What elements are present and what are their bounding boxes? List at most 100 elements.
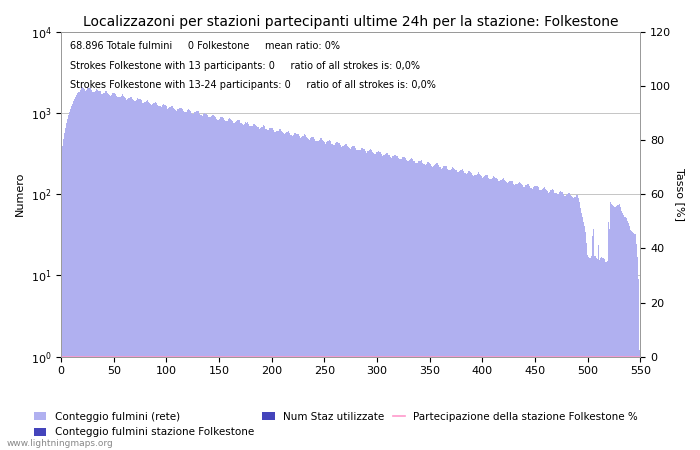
Bar xyxy=(152,104,153,450)
Bar xyxy=(61,357,62,450)
Bar xyxy=(148,102,149,450)
Bar xyxy=(569,193,570,450)
Bar xyxy=(589,258,590,450)
Bar xyxy=(602,258,603,450)
Bar xyxy=(446,166,447,450)
Bar xyxy=(307,138,308,450)
Bar xyxy=(585,232,586,450)
Bar xyxy=(405,158,406,450)
Bar xyxy=(473,176,475,450)
Bar xyxy=(448,170,449,450)
Bar xyxy=(400,159,402,450)
Bar xyxy=(169,108,170,450)
Bar xyxy=(195,112,197,450)
Bar xyxy=(461,170,462,450)
Bar xyxy=(109,95,110,450)
Bar xyxy=(234,123,235,450)
Bar xyxy=(382,156,383,450)
Bar xyxy=(607,261,608,450)
Bar xyxy=(578,198,579,450)
Text: www.lightningmaps.org: www.lightningmaps.org xyxy=(7,439,113,448)
Bar xyxy=(538,190,540,450)
Bar xyxy=(356,150,358,450)
Bar xyxy=(580,208,581,450)
Bar xyxy=(402,157,404,450)
Bar xyxy=(90,88,91,450)
Bar xyxy=(229,118,230,450)
Bar xyxy=(386,153,387,450)
Bar xyxy=(277,131,279,450)
Bar xyxy=(83,88,84,450)
Bar xyxy=(154,103,155,450)
Bar xyxy=(592,236,594,450)
Bar xyxy=(327,141,328,450)
Bar xyxy=(304,135,305,450)
Bar xyxy=(440,167,441,450)
Bar xyxy=(532,189,533,450)
Bar xyxy=(290,135,291,450)
Bar xyxy=(391,158,392,450)
Bar xyxy=(583,222,584,450)
Bar xyxy=(558,194,559,450)
Bar xyxy=(573,198,575,450)
Bar xyxy=(199,115,201,450)
Bar xyxy=(626,218,627,450)
Bar xyxy=(302,136,303,450)
Bar xyxy=(498,181,500,450)
Bar xyxy=(273,130,274,450)
Bar xyxy=(112,94,113,450)
Bar xyxy=(186,112,187,450)
Bar xyxy=(262,126,264,450)
Bar xyxy=(510,181,511,450)
Bar xyxy=(208,117,209,450)
Bar xyxy=(167,108,168,450)
Bar xyxy=(223,117,224,450)
Bar xyxy=(241,124,243,450)
Bar xyxy=(67,119,68,450)
Bar xyxy=(145,102,146,450)
Bar xyxy=(184,112,185,450)
Bar xyxy=(601,257,602,450)
Bar xyxy=(503,178,504,450)
Bar xyxy=(323,140,324,450)
Bar xyxy=(321,139,322,450)
Bar xyxy=(205,113,206,450)
Bar xyxy=(92,92,93,450)
Bar xyxy=(586,243,587,450)
Bar xyxy=(458,171,460,450)
Bar xyxy=(68,115,69,450)
Bar xyxy=(479,174,480,450)
Text: 68.896 Totale fulmini     0 Folkestone     mean ratio: 0%: 68.896 Totale fulmini 0 Folkestone mean … xyxy=(70,41,340,51)
Bar xyxy=(66,123,67,450)
Bar xyxy=(488,178,489,450)
Bar xyxy=(615,206,617,450)
Bar xyxy=(513,184,514,450)
Bar xyxy=(421,160,422,450)
Bar xyxy=(322,140,323,450)
Bar xyxy=(489,179,490,450)
Bar xyxy=(389,155,390,450)
Bar xyxy=(413,161,414,450)
Bar xyxy=(303,136,304,450)
Bar xyxy=(414,162,415,450)
Bar xyxy=(288,131,289,450)
Bar xyxy=(82,87,83,450)
Bar xyxy=(135,101,136,450)
Bar xyxy=(331,144,332,450)
Bar xyxy=(441,169,442,450)
Bar xyxy=(417,162,419,450)
Bar xyxy=(475,175,477,450)
Bar xyxy=(144,102,145,450)
Bar xyxy=(370,149,371,450)
Bar xyxy=(228,119,229,450)
Bar xyxy=(170,107,171,450)
Bar xyxy=(220,117,222,450)
Bar xyxy=(342,146,343,450)
Bar xyxy=(332,144,333,450)
Bar xyxy=(265,129,266,450)
Bar xyxy=(533,187,534,450)
Bar xyxy=(608,222,609,450)
Bar xyxy=(291,135,292,450)
Bar xyxy=(128,98,129,450)
Bar xyxy=(87,89,88,450)
